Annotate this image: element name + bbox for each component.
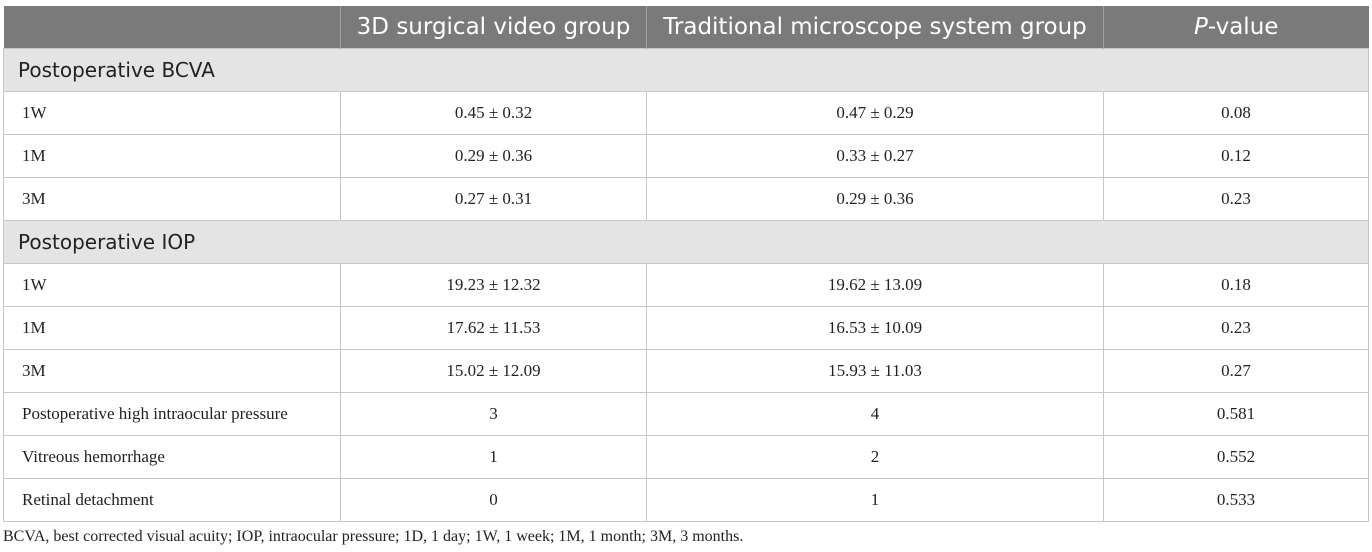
table-row: 1W 19.23 ± 12.32 19.62 ± 13.09 0.18 xyxy=(3,263,1369,307)
cell-3d-group: 0.45 ± 0.32 xyxy=(340,91,647,135)
cell-p-value: 0.27 xyxy=(1103,349,1369,393)
table-row: Vitreous hemorrhage 1 2 0.552 xyxy=(3,435,1369,479)
cell-traditional-group: 0.47 ± 0.29 xyxy=(646,91,1104,135)
cell-p-value: 0.12 xyxy=(1103,134,1369,178)
cell-traditional-group: 16.53 ± 10.09 xyxy=(646,306,1104,350)
row-label: 3M xyxy=(3,177,341,221)
cell-p-value: 0.08 xyxy=(1103,91,1369,135)
table-row: 1M 0.29 ± 0.36 0.33 ± 0.27 0.12 xyxy=(3,134,1369,178)
cell-3d-group: 0 xyxy=(340,478,647,522)
cell-p-value: 0.18 xyxy=(1103,263,1369,307)
cell-p-value: 0.581 xyxy=(1103,392,1369,436)
cell-traditional-group: 0.29 ± 0.36 xyxy=(646,177,1104,221)
row-label: 1M xyxy=(3,306,341,350)
section-title-iop: Postoperative IOP xyxy=(3,220,1369,264)
header-p-value: P-value xyxy=(1103,6,1369,49)
results-table: 3D surgical video group Traditional micr… xyxy=(3,6,1369,522)
cell-3d-group: 0.27 ± 0.31 xyxy=(340,177,647,221)
p-italic-label: P xyxy=(1194,14,1208,40)
p-value-suffix: -value xyxy=(1207,14,1279,40)
header-empty-cell xyxy=(3,6,341,49)
row-label: Postoperative high intraocular pressure xyxy=(3,392,341,436)
cell-3d-group: 15.02 ± 12.09 xyxy=(340,349,647,393)
cell-3d-group: 3 xyxy=(340,392,647,436)
cell-traditional-group: 4 xyxy=(646,392,1104,436)
table-row: Postoperative high intraocular pressure … xyxy=(3,392,1369,436)
cell-traditional-group: 1 xyxy=(646,478,1104,522)
table-footnote: BCVA, best corrected visual acuity; IOP,… xyxy=(3,528,744,545)
cell-p-value: 0.533 xyxy=(1103,478,1369,522)
row-label: Vitreous hemorrhage xyxy=(3,435,341,479)
row-label: 1M xyxy=(3,134,341,178)
section-title-bcva: Postoperative BCVA xyxy=(3,48,1369,92)
cell-traditional-group: 19.62 ± 13.09 xyxy=(646,263,1104,307)
section-row-iop: Postoperative IOP xyxy=(3,220,1369,264)
row-label: Retinal detachment xyxy=(3,478,341,522)
table-body: Postoperative BCVA 1W 0.45 ± 0.32 0.47 ±… xyxy=(3,48,1369,522)
row-label: 3M xyxy=(3,349,341,393)
header-3d-group: 3D surgical video group xyxy=(340,6,647,49)
section-row-bcva: Postoperative BCVA xyxy=(3,48,1369,92)
cell-3d-group: 1 xyxy=(340,435,647,479)
cell-3d-group: 17.62 ± 11.53 xyxy=(340,306,647,350)
cell-traditional-group: 0.33 ± 0.27 xyxy=(646,134,1104,178)
cell-traditional-group: 15.93 ± 11.03 xyxy=(646,349,1104,393)
cell-p-value: 0.23 xyxy=(1103,306,1369,350)
table-row: 1W 0.45 ± 0.32 0.47 ± 0.29 0.08 xyxy=(3,91,1369,135)
row-label: 1W xyxy=(3,263,341,307)
table-row: Retinal detachment 0 1 0.533 xyxy=(3,478,1369,522)
cell-traditional-group: 2 xyxy=(646,435,1104,479)
header-row: 3D surgical video group Traditional micr… xyxy=(3,6,1369,49)
cell-3d-group: 0.29 ± 0.36 xyxy=(340,134,647,178)
table-header: 3D surgical video group Traditional micr… xyxy=(3,6,1369,49)
table-row: 3M 15.02 ± 12.09 15.93 ± 11.03 0.27 xyxy=(3,349,1369,393)
cell-p-value: 0.552 xyxy=(1103,435,1369,479)
header-traditional-group: Traditional microscope system group xyxy=(646,6,1104,49)
cell-3d-group: 19.23 ± 12.32 xyxy=(340,263,647,307)
results-table-container: 3D surgical video group Traditional micr… xyxy=(3,6,1369,522)
cell-p-value: 0.23 xyxy=(1103,177,1369,221)
row-label: 1W xyxy=(3,91,341,135)
table-row: 1M 17.62 ± 11.53 16.53 ± 10.09 0.23 xyxy=(3,306,1369,350)
table-row: 3M 0.27 ± 0.31 0.29 ± 0.36 0.23 xyxy=(3,177,1369,221)
